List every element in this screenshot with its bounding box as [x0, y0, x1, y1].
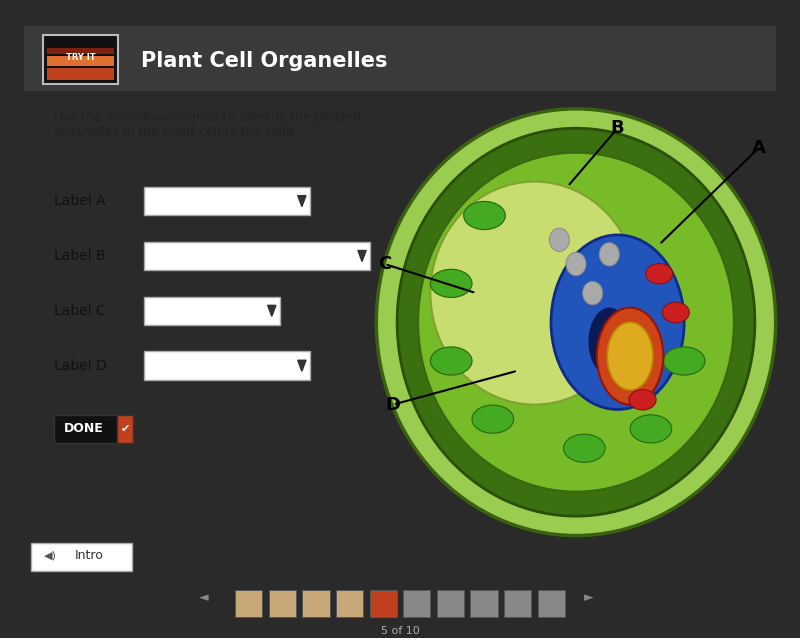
Text: A: A	[752, 138, 766, 157]
Bar	[144, 242, 370, 271]
Text: Label D: Label D	[54, 359, 107, 373]
Bar	[470, 590, 498, 618]
Bar	[31, 542, 132, 570]
Text: Intro: Intro	[74, 549, 103, 563]
Bar	[46, 48, 114, 54]
Text: Label B: Label B	[54, 249, 106, 263]
Text: ◀): ◀)	[44, 551, 57, 561]
Text: Label A: Label A	[54, 194, 106, 208]
Ellipse shape	[662, 302, 690, 323]
Bar	[302, 590, 330, 618]
Bar	[235, 590, 262, 618]
Text: Plant Cell Organelles: Plant Cell Organelles	[141, 50, 387, 71]
Ellipse shape	[663, 347, 705, 375]
Bar	[269, 590, 296, 618]
Bar	[46, 56, 114, 66]
Ellipse shape	[551, 235, 684, 410]
Text: C: C	[378, 255, 391, 273]
Ellipse shape	[630, 415, 672, 443]
Bar	[144, 297, 280, 325]
Ellipse shape	[589, 308, 630, 376]
Polygon shape	[298, 196, 306, 207]
Polygon shape	[358, 251, 366, 262]
Ellipse shape	[430, 182, 638, 404]
Circle shape	[550, 228, 570, 251]
Circle shape	[566, 253, 586, 276]
Text: ✔: ✔	[121, 424, 130, 434]
Ellipse shape	[418, 152, 734, 492]
Text: Label C: Label C	[54, 304, 106, 318]
Ellipse shape	[607, 322, 653, 390]
Bar	[504, 590, 531, 618]
Circle shape	[599, 242, 619, 266]
Bar	[403, 590, 430, 618]
Text: ◄: ◄	[199, 591, 209, 604]
Bar	[46, 68, 114, 80]
Ellipse shape	[430, 347, 472, 375]
Bar	[144, 187, 310, 216]
Bar	[43, 35, 118, 84]
Ellipse shape	[629, 390, 656, 410]
Text: B: B	[610, 119, 625, 137]
Text: D: D	[386, 396, 401, 413]
Bar	[538, 590, 565, 618]
Ellipse shape	[563, 434, 605, 463]
Ellipse shape	[597, 308, 663, 404]
Ellipse shape	[646, 263, 673, 284]
Ellipse shape	[430, 269, 472, 297]
Ellipse shape	[464, 202, 506, 230]
Ellipse shape	[472, 405, 514, 433]
Text: ►: ►	[584, 591, 594, 604]
Bar	[437, 590, 464, 618]
Bar	[118, 415, 133, 443]
Bar	[144, 352, 310, 380]
Bar	[24, 26, 776, 91]
Circle shape	[582, 281, 602, 305]
Text: TRY IT: TRY IT	[66, 53, 95, 62]
Text: 5 of 10: 5 of 10	[381, 626, 419, 635]
Polygon shape	[298, 360, 306, 371]
Text: DONE: DONE	[64, 422, 104, 435]
Polygon shape	[268, 306, 276, 316]
Ellipse shape	[397, 128, 755, 516]
Bar	[336, 590, 363, 618]
Text: Use the drop-down menus to identify the labeled
organelles in the plant cell to : Use the drop-down menus to identify the …	[54, 110, 361, 138]
Bar	[370, 590, 397, 618]
Ellipse shape	[376, 109, 776, 535]
Bar	[54, 415, 118, 443]
